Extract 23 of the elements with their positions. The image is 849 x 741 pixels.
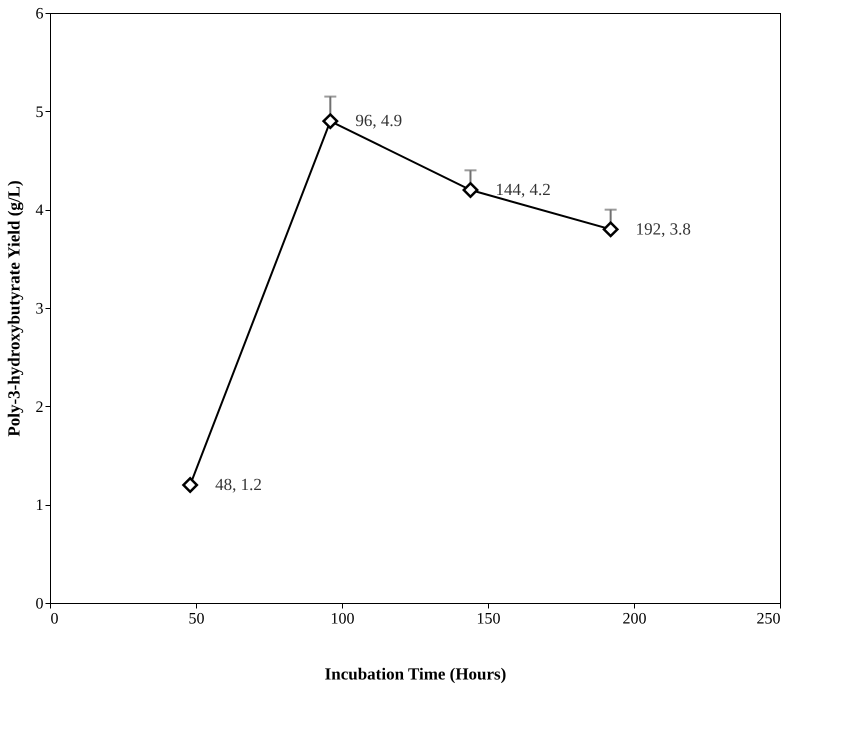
y-tick-label: 4: [36, 202, 44, 220]
point: [602, 221, 619, 238]
x-axis-title: Incubation Time (Hours): [324, 664, 506, 684]
y-axis-title: Poly-3-hydroxybutyrate Yield (g/L): [4, 180, 24, 437]
point: [462, 182, 478, 198]
data-label: 192, 3.8: [636, 219, 691, 238]
data-label: 144, 4.2: [495, 180, 551, 199]
point: [322, 113, 338, 130]
point: [182, 477, 198, 493]
y-tick-label: 6: [36, 6, 44, 22]
y-tick-label: 1: [36, 497, 44, 514]
x-tick-label: 150: [476, 610, 500, 628]
x-tick-label: 0: [50, 610, 58, 628]
x-tick-label: 250: [756, 610, 780, 628]
x-tick-label: 50: [188, 610, 204, 628]
data-label: 48, 1.2: [215, 475, 262, 494]
y-tick-label: 5: [36, 104, 44, 121]
y-tick-label: 0: [36, 596, 44, 612]
y-tick-label: 3: [36, 300, 44, 318]
x-tick-label: 200: [622, 610, 646, 628]
data-label: 96, 4.9: [355, 111, 402, 130]
y-tick-label: 2: [36, 398, 44, 416]
x-tick-label: 100: [330, 610, 354, 628]
